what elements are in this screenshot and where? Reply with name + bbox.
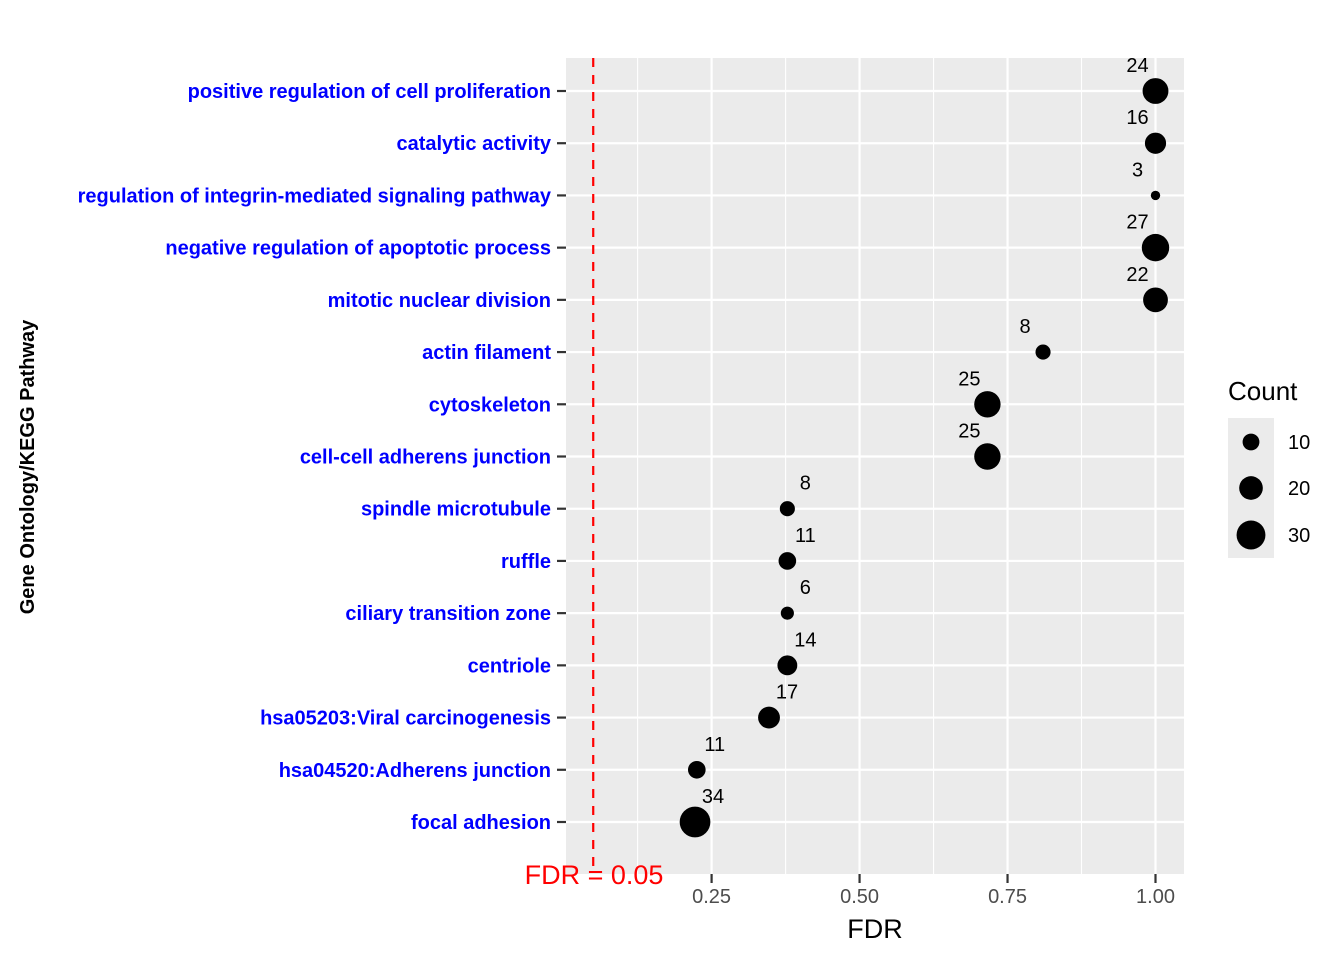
count-label: 8 [1019, 316, 1030, 338]
legend-key-point [1236, 520, 1266, 550]
x-tick-label: 1.00 [1136, 886, 1175, 908]
count-label: 22 [1126, 264, 1148, 286]
panel-background [566, 58, 1184, 874]
count-legend: Count 10 20 30 [1228, 376, 1310, 558]
data-point [1142, 78, 1169, 104]
category-label: centriole [468, 655, 551, 677]
data-point [1035, 344, 1051, 360]
category-label: focal adhesion [411, 812, 551, 834]
data-point [1144, 132, 1167, 154]
category-label: negative regulation of apoptotic process [165, 238, 551, 260]
legend-title: Count [1228, 376, 1298, 406]
legend-key-label: 20 [1288, 478, 1310, 500]
category-label: catalytic activity [396, 133, 551, 155]
count-label: 25 [958, 421, 980, 443]
fdr-axis-tick-labels: 0.25 0.50 0.75 1.00 [692, 886, 1175, 908]
count-label: 17 [776, 682, 798, 704]
category-axis-labels: positive regulation of cell proliferatio… [78, 81, 552, 834]
x-axis-title: FDR [847, 914, 903, 944]
category-label: actin filament [422, 342, 551, 364]
count-label: 8 [800, 473, 811, 495]
count-label: 11 [704, 734, 725, 756]
category-label: spindle microtubule [361, 499, 551, 521]
data-point [778, 552, 797, 570]
data-point [974, 443, 1001, 470]
data-points [679, 78, 1170, 838]
data-point [758, 706, 780, 729]
category-label: ciliary transition zone [345, 603, 551, 625]
category-label: cell-cell adherens junction [300, 447, 551, 469]
count-label: 16 [1126, 107, 1148, 129]
data-point [777, 655, 798, 676]
count-labels: 24 16 3 27 22 8 25 25 8 11 6 14 17 11 34 [702, 55, 1149, 808]
count-label: 6 [800, 577, 811, 599]
minor-gridlines [637, 58, 1083, 874]
count-label: 24 [1126, 55, 1148, 77]
data-point [1143, 287, 1168, 313]
data-point [687, 760, 706, 779]
count-label: 34 [702, 786, 724, 808]
category-axis-ticks [557, 89, 566, 824]
legend-key-point [1239, 476, 1263, 500]
x-tick-label: 0.75 [988, 886, 1027, 908]
data-point [679, 806, 711, 838]
count-label: 25 [958, 368, 980, 390]
legend-keys: 10 20 30 [1236, 432, 1310, 550]
y-axis-title: Gene Ontology/KEGG Pathway [17, 319, 39, 614]
data-point [1150, 190, 1161, 201]
count-label: 27 [1126, 212, 1148, 234]
category-label: regulation of integrin-mediated signalin… [78, 185, 552, 207]
count-label: 14 [794, 629, 816, 651]
data-point [779, 501, 795, 517]
data-point [974, 391, 1001, 418]
x-tick-label: 0.25 [692, 886, 731, 908]
category-label: positive regulation of cell proliferatio… [188, 81, 551, 103]
legend-key-point [1242, 433, 1260, 451]
category-label: hsa05203:Viral carcinogenesis [260, 708, 551, 730]
major-gridlines [566, 58, 1184, 874]
legend-key-label: 30 [1288, 525, 1310, 547]
legend-key-label: 10 [1288, 432, 1310, 454]
category-label: cytoskeleton [429, 394, 551, 416]
fdr-axis-ticks [710, 874, 1157, 883]
x-tick-label: 0.50 [840, 886, 879, 908]
data-point [780, 606, 794, 620]
count-label: 3 [1132, 159, 1143, 181]
category-label: ruffle [501, 551, 551, 573]
category-label: mitotic nuclear division [328, 290, 551, 312]
count-label: 11 [795, 525, 816, 547]
category-label: hsa04520:Adherens junction [279, 760, 551, 782]
data-point [1141, 233, 1170, 262]
fdr-threshold-label: FDR = 0.05 [525, 860, 664, 890]
